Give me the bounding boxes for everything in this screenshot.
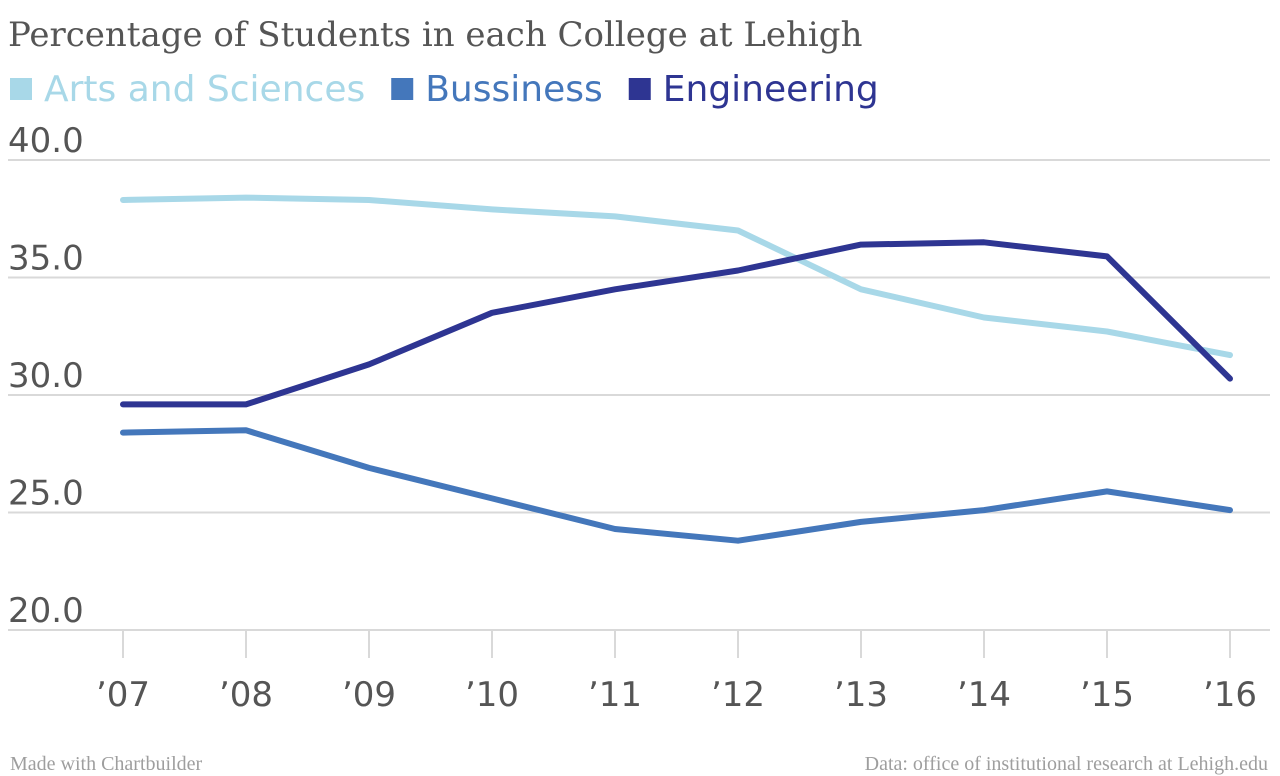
y-tick-label: 30.0 (8, 356, 84, 396)
footer-source: Data: office of institutional research a… (865, 753, 1268, 775)
chart-title: Percentage of Students in each College a… (8, 15, 862, 55)
x-tick-label: ’15 (1080, 675, 1134, 715)
x-tick-label: ’09 (342, 675, 396, 715)
legend-label-arts-and-sciences: Arts and Sciences (44, 69, 365, 110)
chart-legend: Arts and Sciences Bussiness Engineering (10, 69, 879, 110)
y-tick-label: 40.0 (8, 121, 84, 161)
x-axis: ’07 ’08 ’09 ’10 ’11 ’12 ’13 ’14 ’15 ’16 (96, 630, 1257, 715)
x-tick-label: ’11 (588, 675, 642, 715)
y-tick-label: 35.0 (8, 239, 84, 279)
chart-grid: 40.0 35.0 30.0 25.0 20.0 (8, 121, 1270, 631)
footer-credit: Made with Chartbuilder (10, 753, 203, 775)
x-tick-label: ’08 (219, 675, 273, 715)
x-tick-label: ’07 (96, 675, 150, 715)
series-line-bussiness (120, 427, 1233, 544)
x-tick-label: ’13 (834, 675, 888, 715)
series-line-engineering (120, 239, 1233, 408)
legend-swatch-bussiness (391, 78, 414, 100)
y-tick-label: 25.0 (8, 474, 84, 514)
x-tick-label: ’12 (711, 675, 765, 715)
x-tick-label: ’16 (1203, 675, 1257, 715)
y-tick-label: 20.0 (8, 591, 84, 631)
chart-series (120, 194, 1233, 544)
x-tick-label: ’14 (957, 675, 1011, 715)
series-line-arts-and-sciences (120, 194, 1233, 359)
legend-swatch-arts-and-sciences (10, 78, 32, 100)
legend-label-engineering: Engineering (663, 69, 879, 110)
legend-label-bussiness: Bussiness (425, 69, 603, 110)
legend-swatch-engineering (628, 78, 651, 100)
x-tick-label: ’10 (465, 675, 519, 715)
